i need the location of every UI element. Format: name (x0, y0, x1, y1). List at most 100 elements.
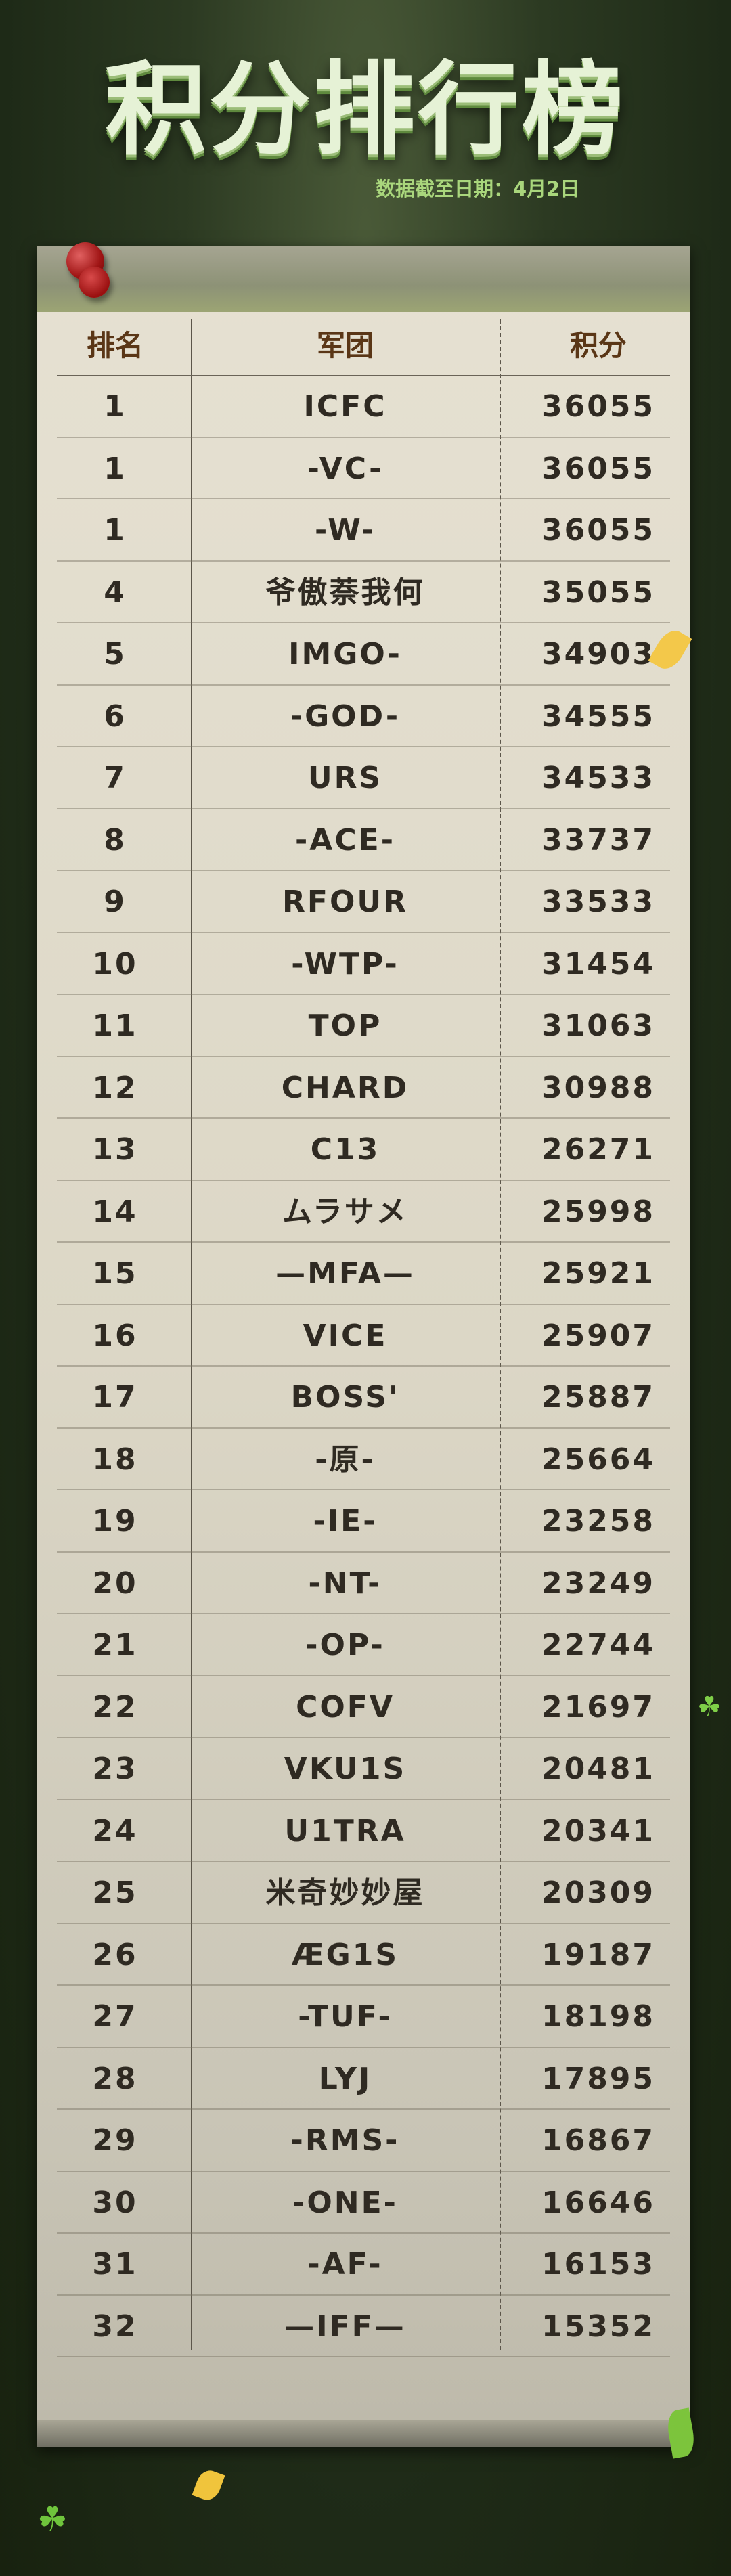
score-cell: 21697 (541, 1689, 656, 1725)
row-divider (57, 2232, 670, 2234)
table-row: 1 -W- 36055 (37, 499, 690, 562)
score-cell: 36055 (541, 451, 656, 486)
table-row: 10 -WTP- 31454 (37, 933, 690, 995)
rank-cell: 5 (104, 637, 127, 671)
score-cell: 25887 (541, 1380, 656, 1415)
rank-cell: 7 (104, 761, 127, 795)
row-divider (57, 746, 670, 747)
score-cell: 23258 (541, 1504, 656, 1538)
table-row: 4 爷傲萘我何 35055 (37, 562, 690, 623)
row-divider (57, 1365, 670, 1367)
rank-cell: 25 (92, 1875, 138, 1910)
legion-cell: U1TRA (284, 1813, 406, 1848)
row-divider (57, 498, 670, 499)
header-rank: 排名 (86, 329, 144, 362)
table-row: 22 COFV 21697 (37, 1676, 690, 1738)
rank-cell: 24 (92, 1813, 138, 1848)
score-cell: 33737 (541, 822, 656, 858)
row-divider (57, 1613, 670, 1614)
column-divider (500, 319, 501, 2350)
four-leaf-clover-icon: ☘ (697, 1691, 722, 1723)
leaderboard-panel: 排名 军团 积分 1 ICFC 36055 1 -VC- 36055 1 -W- 36055 4 爷… (37, 242, 690, 2447)
falling-leaf-decoration (665, 2407, 697, 2459)
table-row: 1 ICFC 36055 (37, 376, 690, 438)
row-divider (57, 436, 670, 438)
legion-cell: CHARD (281, 1070, 409, 1105)
column-divider (191, 319, 192, 2350)
table-row: 17 BOSS' 25887 (37, 1367, 690, 1429)
score-cell: 34903 (541, 637, 656, 671)
rank-cell: 8 (104, 822, 127, 858)
table-row: 28 LYJ 17895 (37, 2048, 690, 2110)
table-row: 20 -NT- 23249 (37, 1553, 690, 1614)
score-cell: 34533 (541, 761, 656, 795)
row-divider (57, 1984, 670, 1986)
header-banner-image (37, 246, 690, 312)
rank-cell: 13 (92, 1132, 138, 1167)
score-cell: 35055 (541, 575, 656, 610)
score-cell: 33533 (541, 885, 656, 919)
row-divider (57, 1055, 670, 1057)
rank-cell: 29 (92, 2123, 138, 2158)
table-row: 26 ÆG1S 19187 (37, 1924, 690, 1986)
table-row: 6 -GOD- 34555 (37, 686, 690, 747)
legion-cell: ムラサメ (282, 1194, 408, 1229)
rank-cell: 11 (92, 1008, 138, 1043)
rank-cell: 20 (92, 1565, 138, 1601)
score-cell: 20309 (541, 1875, 656, 1910)
table-row: 16 VICE 25907 (37, 1305, 690, 1367)
row-divider (57, 994, 670, 995)
row-divider (57, 2356, 670, 2357)
table-row: 25 米奇妙妙屋 20309 (37, 1862, 690, 1924)
row-divider (57, 2170, 670, 2172)
rank-cell: 26 (92, 1937, 138, 1972)
table-row: 5 IMGO- 34903 (37, 623, 690, 686)
row-divider (57, 1117, 670, 1119)
legion-cell: -RMS- (290, 2123, 400, 2158)
header-divider (57, 375, 670, 376)
legion-cell: —MFA— (275, 1256, 415, 1291)
table-row: 18 -原- 25664 (37, 1429, 690, 1490)
legion-cell: C13 (310, 1132, 380, 1167)
row-divider (57, 1798, 670, 1800)
rank-cell: 1 (104, 451, 127, 486)
rank-cell: 14 (92, 1194, 138, 1229)
rank-cell: 19 (92, 1504, 138, 1538)
table-row: 14 ムラサメ 25998 (37, 1181, 690, 1243)
legion-cell: -WTP- (291, 946, 399, 981)
row-divider (57, 1179, 670, 1181)
rank-cell: 4 (104, 575, 127, 610)
score-cell: 25907 (541, 1318, 656, 1353)
rank-cell: 28 (92, 2061, 138, 2096)
table-row: 32 —IFF— 15352 (37, 2296, 690, 2357)
legion-cell: -NT- (308, 1565, 382, 1601)
score-cell: 36055 (541, 513, 656, 548)
row-divider (57, 2294, 670, 2296)
legion-cell: TOP (308, 1008, 382, 1043)
rank-cell: 12 (92, 1070, 138, 1105)
row-divider (57, 1303, 670, 1305)
row-divider (57, 870, 670, 871)
table-row: 29 -RMS- 16867 (37, 2110, 690, 2172)
row-divider (57, 1922, 670, 1924)
score-cell: 16867 (541, 2123, 656, 2158)
table-row: 7 URS 34533 (37, 747, 690, 809)
score-cell: 17895 (541, 2061, 656, 2096)
score-cell: 31063 (541, 1008, 656, 1043)
score-cell: 34555 (541, 698, 656, 734)
legion-cell: -ONE- (292, 2185, 398, 2220)
rank-cell: 18 (92, 1442, 138, 1477)
rank-cell: 27 (92, 1999, 138, 2034)
legion-cell: —IFF— (284, 2309, 406, 2344)
table-row: 13 C13 26271 (37, 1119, 690, 1181)
rank-cell: 21 (92, 1628, 138, 1662)
legion-cell: RFOUR (282, 885, 408, 919)
table-row: 11 TOP 31063 (37, 995, 690, 1057)
rank-cell: 16 (92, 1318, 138, 1353)
legion-cell: BOSS' (290, 1380, 400, 1415)
row-divider (57, 560, 670, 562)
legion-cell: VKU1S (284, 1752, 407, 1786)
falling-leaf-decoration (192, 2467, 225, 2504)
rank-cell: 15 (92, 1256, 138, 1291)
row-divider (57, 2108, 670, 2110)
